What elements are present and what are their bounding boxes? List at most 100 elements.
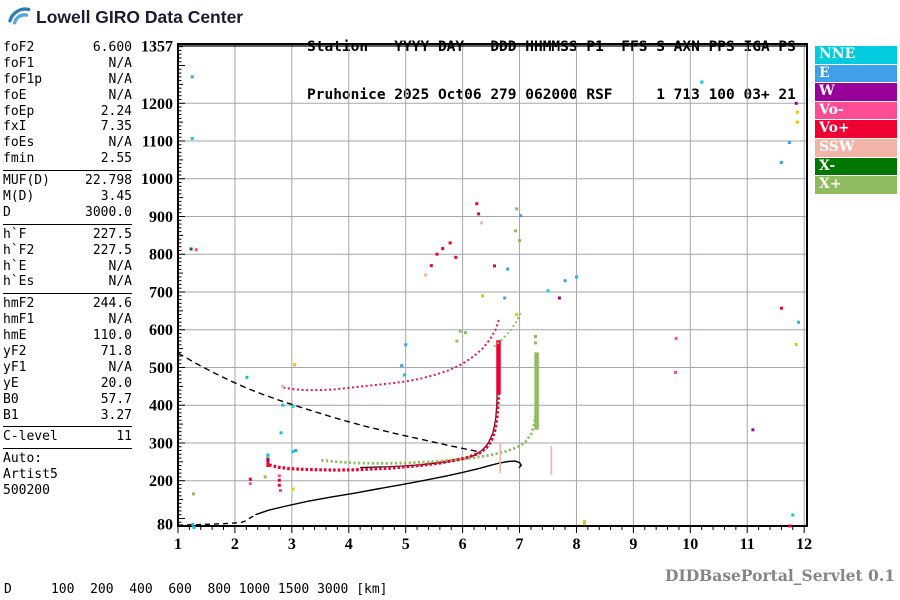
param-row: h`F2 227.5: [3, 243, 132, 259]
parameter-panel: foF2 6.600 foF1 N/A foF1p N/A foE N/A foEp 2.24 fx…: [3, 40, 132, 502]
param-row: MUF(D) 22.798: [3, 173, 132, 189]
x-tick-label: 8: [572, 536, 580, 553]
y-tick-label: 300: [149, 435, 173, 452]
x-tick-label: 10: [682, 536, 698, 553]
param-value: 7.35: [100, 119, 132, 135]
param-label: MUF(D): [3, 173, 50, 189]
echo-dot: [189, 247, 193, 251]
echo-dot: [277, 478, 281, 482]
true-height-profile: [255, 460, 523, 516]
echo-dot: [794, 101, 798, 105]
x-tick-label: 11: [740, 536, 755, 553]
legend-item-w: W: [815, 83, 897, 101]
y-tick-label: 600: [149, 322, 173, 339]
param-row: C-level 11: [3, 429, 132, 445]
echo-dot: [534, 341, 537, 345]
servlet-version: DIDBasePortal_Servlet 0.1: [665, 566, 895, 585]
param-value: N/A: [108, 274, 132, 290]
echo-dot: [429, 264, 433, 268]
echo-dot: [458, 329, 462, 333]
y-tick-label: 200: [149, 473, 173, 490]
param-label: yE: [3, 375, 19, 391]
param-value: N/A: [108, 258, 132, 274]
y-tick-label: 80: [157, 517, 173, 534]
echo-dot: [454, 255, 458, 259]
param-label: foF1p: [3, 71, 43, 87]
echo-dot: [563, 279, 567, 283]
param-value: 2.24: [100, 103, 132, 119]
x-tick-label: 7: [516, 536, 524, 553]
param-value: 244.6: [92, 296, 132, 312]
param-value: N/A: [108, 71, 132, 87]
echo-dot: [191, 523, 195, 526]
echo-dot: [503, 296, 507, 300]
echo-dot: [455, 339, 459, 343]
echo-dot: [515, 207, 519, 211]
y-tick-label: 1200: [141, 96, 173, 113]
y-tick-label: 1100: [142, 134, 173, 151]
y-tick-label: 400: [149, 398, 173, 415]
echo-dot: [424, 273, 428, 277]
legend-item-nne: NNE: [815, 46, 897, 64]
param-row: B1 3.27: [3, 408, 132, 424]
o-trace: [268, 394, 501, 472]
param-label: yF2: [3, 344, 27, 360]
param-group: hmF2 244.6 hmF1 N/A hmE 110.0 yF2 71.8 yF1 N/A yE 2…: [3, 293, 132, 426]
legend-item-ssw: SSW: [815, 138, 897, 157]
echo-dot: [674, 370, 677, 374]
param-label: B0: [3, 391, 19, 407]
param-value: 227.5: [92, 226, 132, 242]
echo-dot: [795, 110, 799, 114]
x-tick-label: 1: [174, 536, 182, 553]
param-value: 11: [116, 429, 132, 445]
echo-dot: [245, 375, 249, 379]
param-label: hmF1: [3, 312, 35, 328]
x-tick-label: 3: [288, 536, 296, 553]
param-row: foF1p N/A: [3, 72, 132, 88]
logo: Lowell GIRO Data Center: [8, 5, 243, 29]
echo-dot: [248, 477, 252, 481]
param-row: yF1 N/A: [3, 360, 132, 376]
x-tick-label: 6: [459, 536, 467, 553]
station-values-row: Pruhonice 2025 Oct06 279 062000 RSF 1 71…: [307, 87, 796, 103]
param-value: 3.27: [100, 407, 132, 423]
param-row: D 3000.0: [3, 205, 132, 221]
echo-dot: [291, 404, 295, 408]
echo-dot: [797, 320, 800, 324]
echo-dot: [277, 474, 281, 478]
echo-dot: [506, 267, 510, 271]
x-tick-label: 12: [796, 536, 812, 553]
echo-dot: [279, 489, 282, 492]
trace-series: [177, 312, 553, 526]
param-row: fxI 7.35: [3, 119, 132, 135]
echo-dot: [795, 120, 799, 124]
legend-item-x-: X-: [815, 157, 897, 176]
param-row: foE N/A: [3, 88, 132, 104]
echo-dot: [788, 524, 792, 528]
y-tick-label: 1000: [141, 171, 173, 188]
param-value: N/A: [108, 312, 132, 328]
echo-dot: [700, 80, 704, 84]
echo-dot: [674, 336, 678, 340]
echo-dot: [751, 428, 755, 432]
echo-dot: [546, 289, 550, 293]
param-group: Auto: Artist5 500200: [3, 448, 132, 502]
y-tick-label: 800: [149, 247, 173, 264]
y-tick-label: 1357: [141, 39, 173, 56]
param-label: foE: [3, 87, 27, 103]
echo-dot: [266, 455, 270, 459]
param-value: 6.600: [92, 40, 132, 55]
echo-dot: [435, 252, 439, 256]
echo-dot: [281, 384, 285, 388]
echo-dot: [493, 264, 496, 268]
echo-dot: [404, 343, 408, 347]
param-label: C-level: [3, 429, 58, 445]
param-row: hmF2 244.6: [3, 296, 132, 312]
echo-dot: [479, 221, 483, 225]
echo-legend: NNE E W Vo- Vo+ SSW X- X+: [815, 46, 897, 195]
profile-dashed-start: [177, 514, 256, 526]
echo-dot: [575, 275, 578, 279]
echo-dot: [779, 306, 783, 310]
